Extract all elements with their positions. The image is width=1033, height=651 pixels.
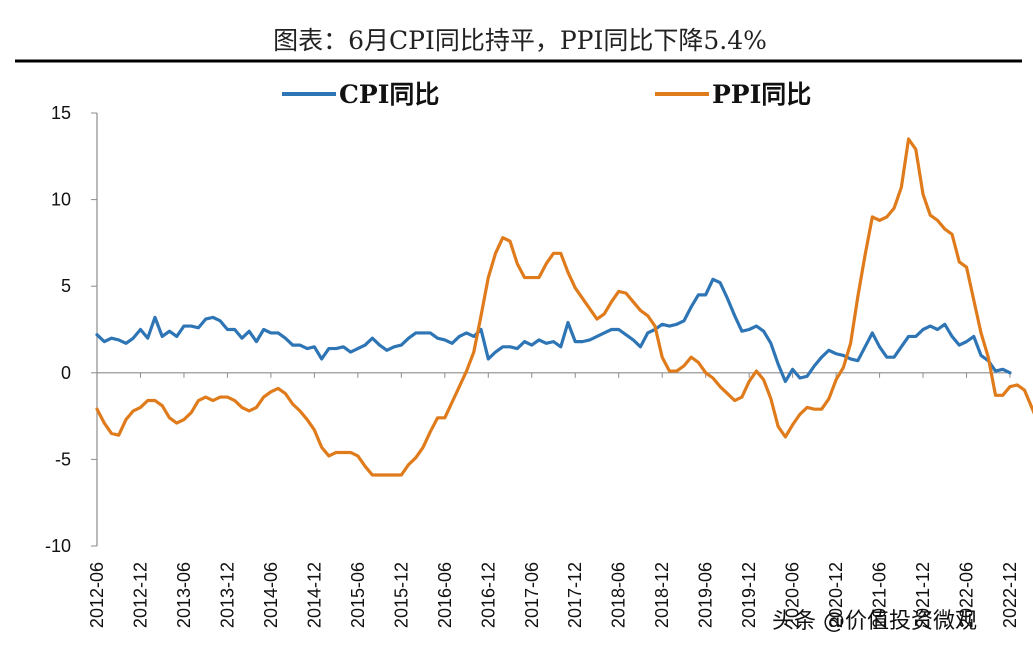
x-tick-label: 2022-06 [957,562,977,628]
x-tick-label: 2021-12 [913,562,933,628]
x-tick-label: 2014-06 [261,562,281,628]
x-tick-label: 2022-12 [1000,562,1020,628]
ppi-series-line [95,137,1033,477]
x-tick-label: 2018-06 [609,562,629,628]
chart-title: 图表：6月CPI同比持平，PPI同比下降5.4% [273,26,767,55]
x-tick-label: 2014-12 [304,562,324,628]
legend-label: PPI同比 [712,80,811,109]
y-tick-label: 10 [51,190,71,210]
watermark-text: 头条 @价值投资微观 [772,609,977,634]
legend: CPI同比 PPI同比 [282,80,811,109]
x-tick-label: 2016-12 [478,562,498,628]
x-tick-label: 2019-12 [739,562,759,628]
y-tick-label: -10 [45,536,71,556]
cpi-series-line [95,277,1012,384]
y-tick-label: 0 [61,363,71,383]
x-tick-label: 2015-12 [391,562,411,628]
x-tick-label: 2020-06 [783,562,803,628]
series-layer [95,137,1033,477]
x-tick-label: 2012-06 [87,562,107,628]
x-tick-label: 2017-06 [522,562,542,628]
x-tick-label: 2021-06 [870,562,890,628]
x-tick-label: 2016-06 [435,562,455,628]
legend-label: CPI同比 [339,80,439,109]
y-tick-label: -5 [55,449,71,469]
x-tick-label: 2012-12 [130,562,150,628]
y-tick-label: 5 [61,276,71,296]
x-tick-label: 2015-06 [348,562,368,628]
x-tick-label: 2013-12 [217,562,237,628]
x-tick-label: 2020-12 [826,562,846,628]
x-tick-label: 2018-12 [652,562,672,628]
x-tick-label: 2017-12 [565,562,585,628]
x-tick-label: 2013-06 [174,562,194,628]
axes: 15 10 5 0 -5 -10 2012-06 2012-12 2013-06 2013-12 2… [45,103,1020,628]
y-tick-label: 15 [51,103,71,123]
x-tick-label: 2019-06 [696,562,716,628]
